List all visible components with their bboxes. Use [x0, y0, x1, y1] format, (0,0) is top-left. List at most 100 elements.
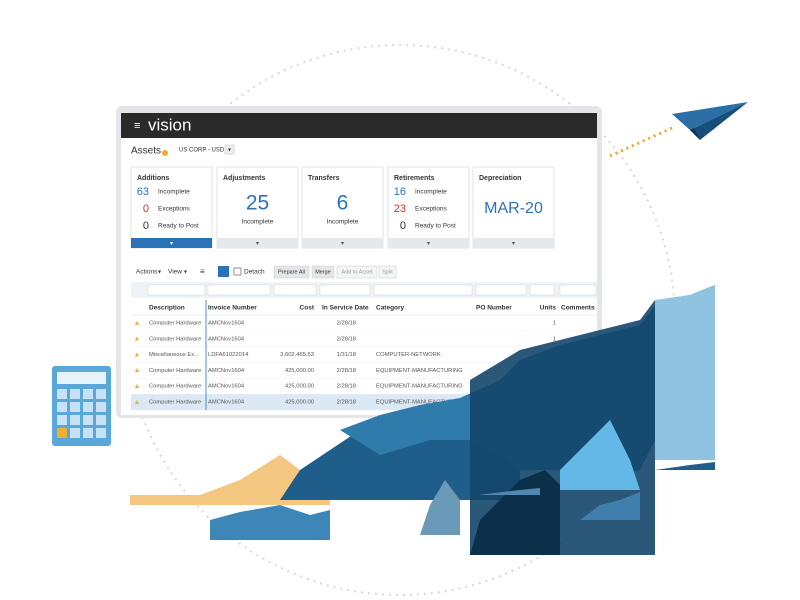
card-footer[interactable] [302, 238, 383, 248]
toolbar-button-label: Prepare All [278, 269, 305, 275]
warning-icon: ▲ [134, 320, 141, 327]
warning-icon: ▲ [134, 367, 141, 374]
card-label: Incomplete [242, 219, 274, 226]
filter-input[interactable] [147, 284, 206, 296]
menu-icon[interactable]: ≡ [134, 120, 140, 132]
card-title: Depreciation [479, 175, 521, 182]
table-row[interactable] [131, 315, 597, 332]
metric-label: Exceptions [415, 206, 448, 213]
table-cell: 2/28/18 [337, 321, 356, 327]
table-cell: AMCNov1604 [208, 384, 245, 390]
detach-icon[interactable] [233, 267, 242, 276]
detach-button[interactable]: Detach [244, 269, 265, 276]
filter-input[interactable] [475, 284, 527, 296]
warning-icon: ▲ [134, 399, 141, 406]
card-title: Retirements [394, 175, 435, 182]
metric-value: 63 [137, 186, 149, 198]
format-icon: ≡ [200, 267, 205, 276]
view-arrow: ▾ [184, 270, 187, 276]
table-cell: 1/31/18 [337, 352, 356, 358]
top-bar [121, 113, 597, 138]
card-big-value: MAR-20 [484, 200, 543, 217]
table-cell: 2/28/18 [337, 368, 356, 374]
table-cell: 3,602,465.53 [280, 352, 314, 358]
filter-input[interactable] [273, 284, 317, 296]
plane-trail [609, 126, 673, 158]
filter-input[interactable] [529, 284, 555, 296]
card-title: Transfers [308, 175, 340, 182]
table-cell: AMCNov1604 [208, 336, 245, 342]
card-arrow: ▾ [427, 241, 430, 247]
metric-label: Ready to Post [415, 223, 456, 230]
metric-value: 0 [143, 203, 149, 215]
card-arrow: ▾ [341, 241, 344, 247]
card-footer[interactable] [217, 238, 298, 248]
card-footer[interactable] [388, 238, 469, 248]
toolbar-button[interactable] [311, 265, 335, 279]
table-cell: Miscellaneous Ex... [149, 352, 199, 358]
column-header: PO Number [476, 305, 512, 312]
freeze-icon[interactable] [218, 266, 229, 277]
table-cell: Computer Hardware [149, 368, 201, 374]
ledger: US CORP - USD [179, 148, 225, 154]
table-cell: Computer Hardware [149, 400, 201, 406]
metric-label: Incomplete [158, 189, 190, 196]
table-cell: 425,000.00 [285, 368, 314, 374]
filter-input[interactable] [207, 284, 271, 296]
card-footer[interactable] [131, 238, 212, 248]
warning-icon: ▲ [134, 336, 141, 343]
app-name: vision [148, 115, 191, 134]
actions-menu[interactable]: Actions [136, 269, 158, 276]
table-cell: EQUIPMENT-MANUFACTURING [376, 368, 463, 374]
filter-input[interactable] [559, 284, 597, 296]
card[interactable] [130, 166, 213, 249]
table-cell: 1 [553, 321, 556, 327]
table-cell: EQUIPMENT-MANUFACTURING [376, 400, 463, 406]
table-cell: 2/28/18 [337, 336, 356, 342]
actions-arrow: ▾ [158, 270, 161, 276]
column-header: In Service Date [322, 305, 369, 312]
table-cell: 2/28/18 [337, 400, 356, 406]
toolbar-button[interactable] [273, 265, 310, 279]
metric-value: 16 [394, 186, 406, 198]
table-cell: 425,000.00 [285, 384, 314, 390]
table-cell: AMCNov1604 [208, 321, 245, 327]
calculator [52, 366, 111, 446]
card[interactable] [472, 166, 555, 249]
column-header: Cost [300, 305, 315, 312]
filter-input[interactable] [373, 284, 473, 296]
paper-plane [672, 102, 748, 140]
table-row[interactable] [131, 331, 597, 347]
toolbar-button-label: Merge [315, 269, 331, 275]
card-big-value: 6 [337, 192, 349, 215]
toolbar-button[interactable] [336, 265, 378, 279]
column-header: Category [376, 305, 405, 312]
card-title: Additions [137, 175, 169, 182]
ledger-dropdown[interactable] [224, 144, 235, 155]
card-footer[interactable] [473, 238, 554, 248]
metric-value: 0 [143, 220, 149, 232]
card-title: Adjustments [223, 175, 266, 182]
view-menu[interactable]: View [168, 269, 182, 276]
toolbar-button-label: Split [382, 269, 393, 275]
filter-input[interactable] [319, 284, 371, 296]
warning-icon: ▲ [134, 383, 141, 390]
title-badge [162, 150, 168, 156]
card[interactable] [387, 166, 470, 249]
table-cell: 2/28/18 [337, 384, 356, 390]
toolbar-button[interactable] [378, 265, 397, 279]
table-cell: COMPUTER-NETWORK [376, 352, 441, 358]
table-cell: Computer Hardware [149, 321, 201, 327]
metric-value: 0 [400, 220, 406, 232]
card-big-value: 25 [246, 192, 269, 215]
table-row[interactable] [131, 347, 597, 363]
column-header: Invoice Number [208, 305, 257, 312]
landscape [130, 285, 715, 555]
table-cell: Computer Hardware [149, 384, 201, 390]
table-cell: 1 [553, 336, 556, 342]
toolbar-button-label: Add to Asset [342, 269, 373, 275]
table-cell: 425,000.00 [285, 400, 314, 406]
table-cell: EQUIPMENT-MANUFACTURING [376, 384, 463, 390]
card-label: Incomplete [327, 219, 359, 226]
